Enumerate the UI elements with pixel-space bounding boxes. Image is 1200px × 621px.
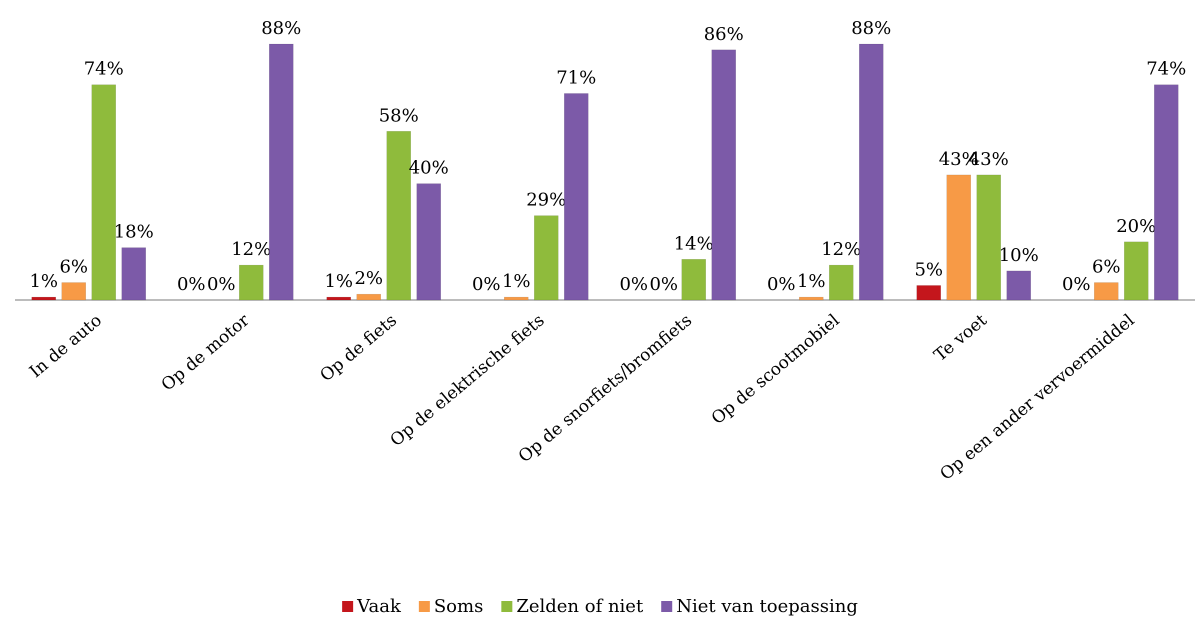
bar <box>1094 282 1119 301</box>
data-label: 43% <box>939 149 979 170</box>
legend-swatch <box>501 601 513 612</box>
bar <box>859 43 884 301</box>
data-label: 18% <box>114 222 154 243</box>
x-tick-label: In de auto <box>26 311 106 383</box>
bar <box>239 264 264 301</box>
legend-label: Niet van toepassing <box>676 596 858 617</box>
legend-label: Vaak <box>356 596 402 617</box>
bar <box>61 282 86 301</box>
data-label: 0% <box>1062 274 1091 295</box>
data-label: 88% <box>261 18 301 39</box>
data-label: 86% <box>704 24 744 45</box>
data-label: 10% <box>999 245 1039 266</box>
bar <box>504 296 529 301</box>
data-label: 29% <box>526 190 566 211</box>
data-label: 71% <box>556 67 596 88</box>
bar <box>681 259 706 301</box>
x-tick-label: Op de elektrische fiets <box>387 311 549 451</box>
data-label: 14% <box>674 233 714 254</box>
data-label: 0% <box>767 274 796 295</box>
x-tick-label: Op de scootmobiel <box>708 311 844 429</box>
bar <box>31 296 56 301</box>
data-label: 40% <box>409 158 449 179</box>
data-label: 6% <box>59 257 88 278</box>
data-label: 43% <box>969 149 1009 170</box>
bar <box>711 49 736 301</box>
data-label: 20% <box>1116 216 1156 237</box>
data-label: 0% <box>472 274 501 295</box>
bar <box>976 174 1001 301</box>
legend: Vaak Soms Zelden of niet Niet van toepassin… <box>342 596 858 617</box>
bar <box>386 131 411 301</box>
data-label: 1% <box>29 271 58 292</box>
legend-swatch <box>661 601 673 612</box>
data-label: 12% <box>821 239 861 260</box>
bar <box>916 285 941 301</box>
data-label: 0% <box>207 274 236 295</box>
data-label: 2% <box>354 268 383 289</box>
data-label: 12% <box>231 239 271 260</box>
bar <box>1124 241 1149 301</box>
data-label: 74% <box>84 59 124 80</box>
legend-label: Zelden of niet <box>516 596 644 617</box>
legend-swatch <box>418 601 430 612</box>
bar <box>326 296 351 301</box>
bar <box>416 183 441 301</box>
bar <box>829 264 854 301</box>
legend-swatch <box>342 601 354 612</box>
bar <box>1006 270 1031 301</box>
bar <box>534 215 559 301</box>
bar <box>121 247 146 301</box>
bar <box>799 296 824 301</box>
legend-label: Soms <box>434 596 483 617</box>
data-label: 0% <box>649 274 678 295</box>
data-label: 0% <box>619 274 648 295</box>
data-label: 6% <box>1092 257 1121 278</box>
x-tick-label: Op de snorfiets/bromfiets <box>515 311 696 467</box>
data-label: 1% <box>502 271 531 292</box>
bar <box>946 174 971 301</box>
bar <box>91 84 116 301</box>
data-label: 5% <box>914 259 943 280</box>
data-label: 88% <box>851 18 891 39</box>
bar <box>564 93 589 301</box>
bar <box>1154 84 1179 301</box>
bar <box>269 43 294 301</box>
bar <box>356 293 381 301</box>
data-label: 1% <box>324 271 353 292</box>
data-label: 74% <box>1146 59 1186 80</box>
data-label: 58% <box>379 105 419 126</box>
data-label: 0% <box>177 274 206 295</box>
x-tick-label: Op de fiets <box>316 311 401 386</box>
x-tick-label: Te voet <box>930 310 991 365</box>
x-tick-label: Op de motor <box>158 310 254 395</box>
data-label: 1% <box>797 271 826 292</box>
